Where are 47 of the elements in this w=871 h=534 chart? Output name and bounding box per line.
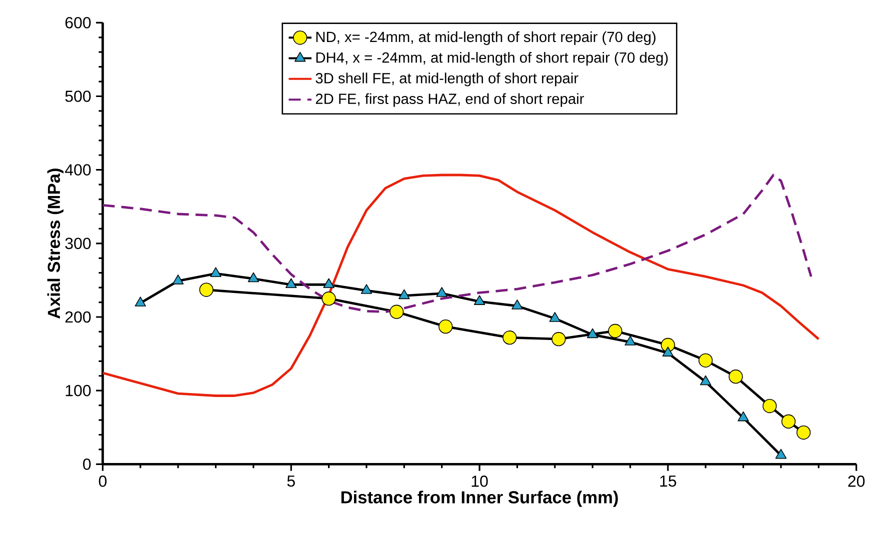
point	[662, 346, 674, 357]
legend-label: ND, x= -24mm, at mid-length of short repair (70 deg)	[316, 32, 656, 46]
x-tick-label: 20	[848, 476, 865, 488]
point	[134, 296, 146, 307]
point	[728, 370, 743, 384]
legend-label: 3D shell FE, at mid-length of short repair	[316, 72, 578, 87]
x-tick-label: 15	[660, 476, 676, 487]
point	[700, 376, 712, 386]
y-tick-label: 0	[83, 458, 91, 470]
y-axis-title: Axial Stress (MPa)	[47, 168, 64, 319]
x-tick-label: 0	[98, 476, 107, 488]
x-tick-label: 5	[287, 476, 295, 487]
point	[172, 274, 184, 285]
point	[552, 332, 566, 346]
point	[608, 324, 622, 338]
y-tick-label: 100	[66, 385, 91, 396]
point	[512, 300, 523, 310]
y-tick-label: 600	[65, 17, 91, 29]
point	[322, 292, 336, 306]
x-axis-title: Distance from Inner Surface (mm)	[341, 490, 618, 508]
point	[738, 412, 749, 422]
legend-label: 2D FE, first pass HAZ, end of short repair	[316, 93, 584, 108]
x-tick-label: 10	[472, 476, 488, 488]
point	[436, 287, 448, 298]
point	[781, 414, 796, 429]
y-tick-label: 300	[65, 238, 91, 250]
point	[762, 399, 777, 414]
point	[586, 328, 598, 338]
point	[199, 282, 214, 298]
y-tick-label: 200	[65, 312, 91, 323]
point	[210, 267, 222, 278]
point	[624, 336, 636, 346]
point	[323, 278, 334, 288]
point	[502, 330, 517, 345]
point	[248, 272, 260, 282]
point	[549, 312, 560, 322]
point	[796, 426, 811, 440]
y-tick-label: 500	[65, 90, 91, 102]
y-tick-label: 400	[65, 164, 91, 176]
point	[390, 305, 404, 320]
point	[438, 320, 453, 334]
legend-label: DH4, x = -24mm, at mid-length of short repair (70 deg)	[316, 52, 668, 66]
point	[286, 278, 297, 288]
point	[698, 354, 713, 368]
point	[360, 284, 372, 294]
point	[474, 295, 486, 306]
point	[398, 290, 410, 300]
